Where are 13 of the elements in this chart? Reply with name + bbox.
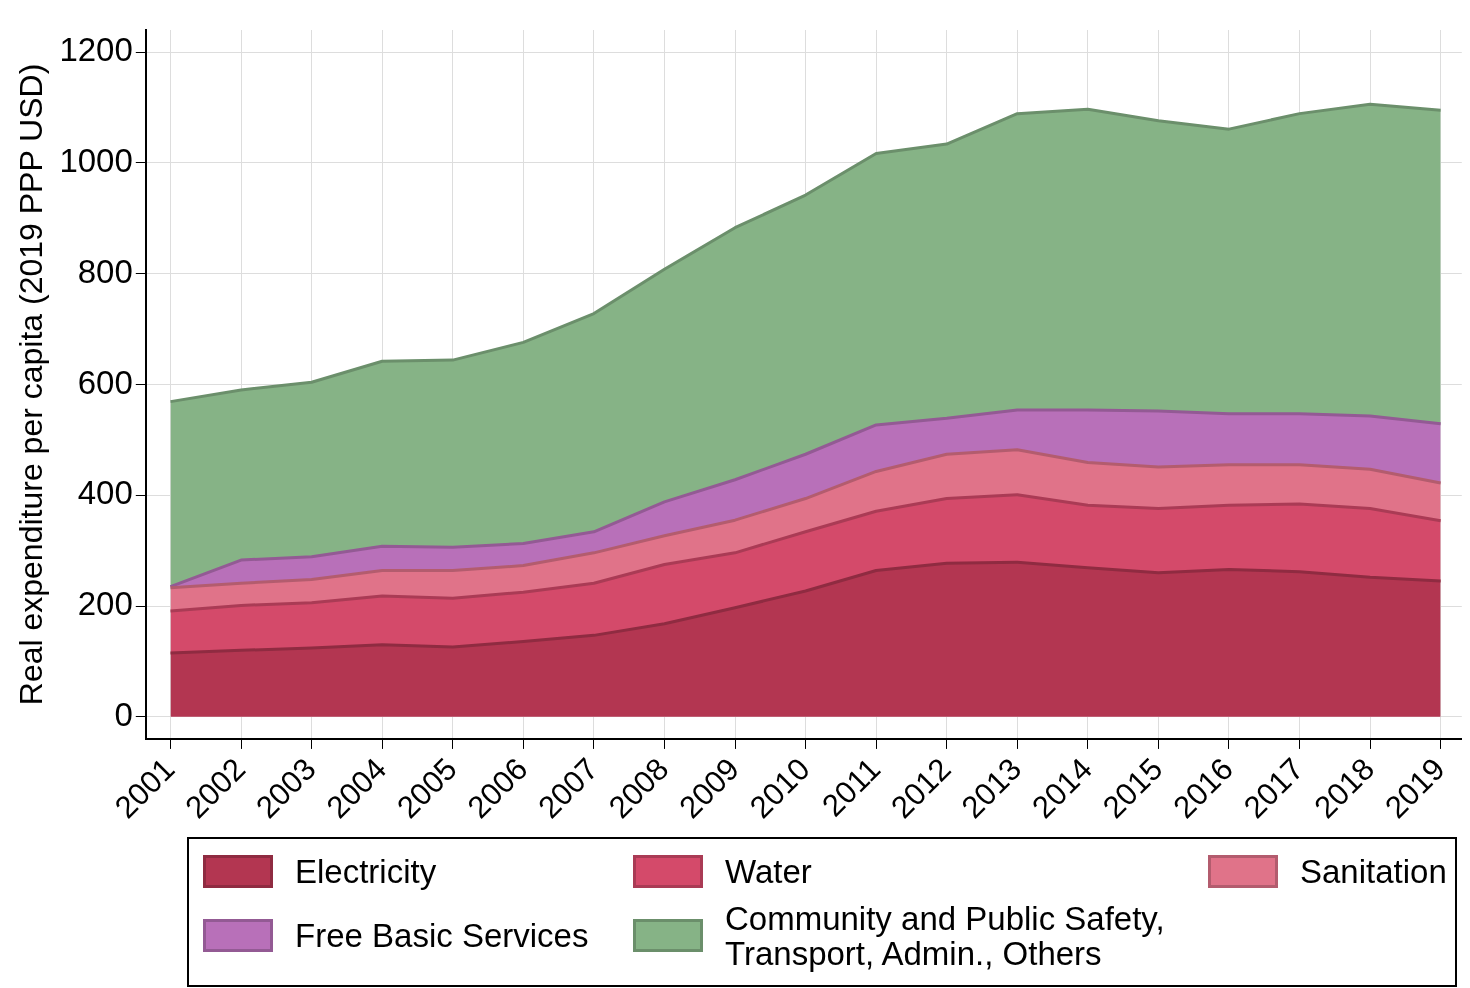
legend-label: Water bbox=[725, 852, 812, 890]
legend-label: Electricity bbox=[295, 852, 437, 890]
y-tick-label: 1000 bbox=[59, 142, 133, 180]
legend-label: Free Basic Services bbox=[295, 917, 589, 954]
y-axis-title: Real expenditure per capita (2019 PPP USD) bbox=[13, 63, 50, 706]
legend-label: Sanitation bbox=[1300, 852, 1447, 890]
y-tick-label: 600 bbox=[77, 363, 133, 401]
y-tick-label: 800 bbox=[77, 252, 133, 290]
y-tick-label: 0 bbox=[114, 695, 133, 733]
legend-label: Community and Public Safety, Transport, Admin., Others bbox=[725, 899, 1166, 972]
y-tick-label: 400 bbox=[77, 474, 133, 512]
y-tick-label: 200 bbox=[77, 585, 133, 623]
y-tick-label: 1200 bbox=[59, 31, 133, 69]
